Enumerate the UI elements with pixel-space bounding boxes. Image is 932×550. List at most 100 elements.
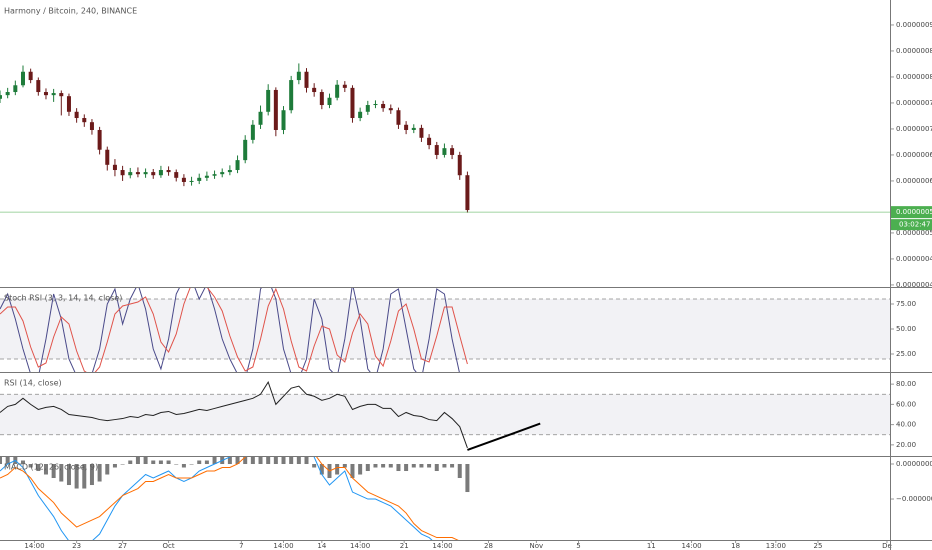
candle-body xyxy=(273,89,278,130)
last-price-badge xyxy=(891,206,932,219)
last-price-label: 0.00000054 xyxy=(896,208,932,216)
x-tick-label: 25 xyxy=(814,542,823,550)
y-tick-label: 0.00000065 xyxy=(896,151,932,159)
candle-body xyxy=(465,175,470,211)
histogram-bar xyxy=(358,464,363,475)
indicator-title: MACD (12, 26, close, 9) xyxy=(4,463,98,472)
histogram-bar xyxy=(158,460,163,465)
histogram-bar xyxy=(281,457,286,465)
candle-body xyxy=(358,111,363,119)
x-tick-label: 14:00 xyxy=(681,542,701,550)
histogram-bar xyxy=(388,464,393,468)
candle-body xyxy=(327,97,332,106)
candle-body xyxy=(319,92,324,106)
y-tick-label: 0.00000075 xyxy=(896,99,932,107)
band xyxy=(0,299,890,359)
countdown-badge xyxy=(891,219,932,231)
candle-body xyxy=(212,174,217,176)
candle-body xyxy=(189,180,194,182)
histogram-bar xyxy=(365,464,370,472)
histogram-bar xyxy=(112,464,117,468)
candle-body xyxy=(181,177,186,182)
candle-body xyxy=(258,111,263,125)
candle-body xyxy=(120,170,125,176)
y-tick-label: 0.00000085 xyxy=(896,47,932,55)
histogram-bar xyxy=(59,464,64,482)
candle-body xyxy=(51,93,56,96)
x-tick-label: 14:00 xyxy=(350,542,370,550)
candle-body xyxy=(419,127,424,138)
histogram-bar xyxy=(350,464,355,479)
histogram-bar xyxy=(28,464,33,468)
candle-body xyxy=(143,172,148,175)
trendline xyxy=(467,422,541,451)
y-tick-label: 75.00 xyxy=(896,300,916,308)
candle-body xyxy=(220,172,225,175)
candle-body xyxy=(128,172,133,176)
candle-body xyxy=(36,80,41,93)
rsi-pane xyxy=(0,380,890,451)
candle-body xyxy=(350,87,355,119)
histogram-bar xyxy=(43,464,48,475)
stoch-pane xyxy=(0,288,890,372)
x-tick-label: 7 xyxy=(239,542,243,550)
histogram-bar xyxy=(396,464,401,472)
candle-body xyxy=(89,122,94,130)
candle-body xyxy=(82,118,87,123)
indicator-line xyxy=(0,457,459,540)
indicator-line xyxy=(0,457,433,540)
chart-title: Harmony / Bitcoin, 240, BINANCE xyxy=(4,7,137,16)
histogram-bar xyxy=(212,457,217,465)
candle-body xyxy=(28,71,33,81)
candle-body xyxy=(281,110,286,130)
histogram-bar xyxy=(120,464,125,465)
candle-body xyxy=(388,108,393,111)
candle-body xyxy=(296,71,301,81)
x-tick-label: 18 xyxy=(731,542,740,550)
x-tick-label: Nov xyxy=(530,542,544,550)
x-tick-label: 11 xyxy=(647,542,656,550)
x-tick-label: 14 xyxy=(317,542,326,550)
candle-body xyxy=(105,149,110,165)
candle-body xyxy=(66,96,71,112)
histogram-bar xyxy=(304,457,309,465)
histogram-bar xyxy=(66,464,71,486)
histogram-bar xyxy=(181,464,186,468)
y-tick-label: 60.00 xyxy=(896,400,916,408)
histogram-bar xyxy=(411,464,416,468)
histogram-bar xyxy=(250,457,255,465)
histogram-bar xyxy=(143,457,148,465)
candle-body xyxy=(396,110,401,125)
histogram-bar xyxy=(335,464,340,475)
indicator-line xyxy=(0,380,468,449)
candle-body xyxy=(266,89,271,112)
histogram-bar xyxy=(0,457,2,465)
histogram-bar xyxy=(342,464,347,468)
candle-body xyxy=(204,175,209,178)
x-tick-label: 13:00 xyxy=(766,542,786,550)
histogram-bar xyxy=(197,460,202,465)
candle-body xyxy=(312,87,317,93)
histogram-bar xyxy=(97,464,102,482)
histogram-bar xyxy=(465,464,470,493)
histogram-bar xyxy=(166,460,171,465)
candle-body xyxy=(243,139,248,161)
x-tick-label: 28 xyxy=(484,542,493,550)
histogram-bar xyxy=(151,460,156,465)
y-tick-label: 25.00 xyxy=(896,350,916,358)
histogram-bar xyxy=(319,464,324,475)
histogram-bar xyxy=(174,464,179,465)
x-tick-label: 27 xyxy=(118,542,127,550)
candle-body xyxy=(166,170,171,173)
indicator-title: Stoch RSI (3, 3, 14, 14, close) xyxy=(4,294,122,303)
indicator-title: RSI (14, close) xyxy=(4,379,62,388)
candle-body xyxy=(250,124,255,140)
histogram-bar xyxy=(296,457,301,465)
candle-body xyxy=(450,148,455,155)
x-tick-label: 23 xyxy=(72,542,81,550)
x-tick-label: 14:00 xyxy=(432,542,452,550)
